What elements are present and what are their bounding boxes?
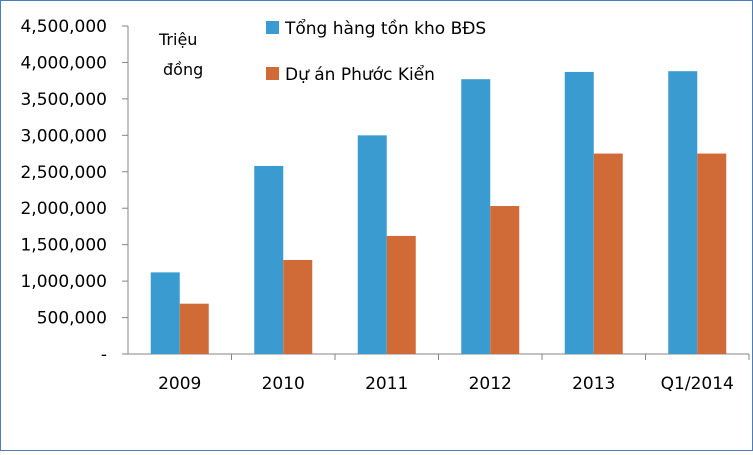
legend-swatch-1	[266, 67, 279, 80]
axes	[127, 26, 749, 355]
bar-s1-2011	[386, 235, 416, 354]
y-tick-label: 500,000	[37, 309, 107, 329]
y-tick-label: 1,000,000	[20, 272, 107, 292]
y-axis-ticks: - 500,000 1,000,000 1,500,000 2,000,000 2,500…	[20, 17, 128, 365]
bar-s1-2013	[593, 153, 623, 354]
x-category-label: 2012	[469, 374, 512, 394]
bar-s0-2010	[254, 165, 284, 354]
legend-label-0: Tổng hàng tồn kho BĐS	[284, 18, 486, 39]
y-tick-label: 1,500,000	[20, 236, 107, 256]
bar-s1-2010	[283, 259, 313, 354]
bar-s1-2009	[179, 303, 209, 354]
y-tick-label: 2,000,000	[20, 199, 107, 219]
y-tick-label: 4,000,000	[20, 53, 107, 73]
x-category-label: 2010	[262, 374, 305, 394]
unit-label-line1: Triệu	[158, 30, 197, 49]
unit-label-line2: đồng	[163, 60, 203, 79]
y-tick-label: 3,000,000	[20, 126, 107, 146]
y-tick-label: 4,500,000	[20, 17, 107, 37]
x-category-label: Q1/2014	[661, 374, 734, 394]
y-tick-label: 2,500,000	[20, 163, 107, 183]
bar-s0-Q1/2014	[668, 71, 698, 355]
x-category-label: 2013	[572, 374, 615, 394]
legend-label-1: Dự án Phước Kiển	[285, 64, 435, 85]
x-axis-categories: 2009 2010 2011 2012 2013 Q1/2014	[158, 354, 750, 394]
bar-s0-2011	[357, 135, 387, 354]
bars	[150, 71, 727, 355]
bar-s0-2009	[150, 272, 180, 354]
bar-s1-2012	[490, 206, 520, 354]
legend-swatch-0	[266, 21, 279, 34]
legend: Tổng hàng tồn kho BĐS Dự án Phước Kiển	[266, 18, 486, 85]
x-category-label: 2009	[158, 374, 201, 394]
bar-s0-2012	[461, 79, 491, 354]
x-category-label: 2011	[365, 374, 408, 394]
bar-s0-2013	[564, 71, 594, 355]
y-tick-label: -	[101, 345, 107, 365]
y-tick-label: 3,500,000	[20, 90, 107, 110]
bar-s1-Q1/2014	[697, 153, 727, 354]
